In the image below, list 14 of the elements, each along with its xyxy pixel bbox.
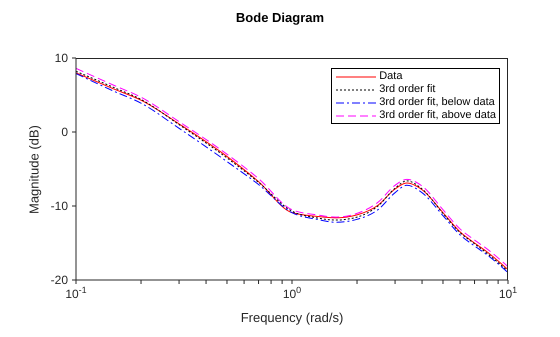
legend-label: 3rd order fit, above data xyxy=(379,109,496,122)
legend-label: 3rd order fit, below data xyxy=(379,96,495,109)
chart-title: Bode Diagram xyxy=(234,10,326,25)
x-axis-title: Frequency (rad/s) xyxy=(240,310,344,325)
y-tick-label: -20 xyxy=(50,273,68,287)
y-axis-title: Magnitude (dB) xyxy=(26,125,42,214)
x-tick-label: 10$^{-1}$ xyxy=(65,285,87,301)
legend-label: 3rd order fit xyxy=(379,83,436,96)
legend-label: Data xyxy=(379,70,402,83)
y-tick-label: -10 xyxy=(50,199,68,213)
y-tick-label: 10 xyxy=(54,51,68,65)
x-tick-label: 10$^{1}$ xyxy=(498,285,518,301)
x-tick-label: 10$^{0}$ xyxy=(282,285,302,301)
y-tick-label: 0 xyxy=(61,125,68,139)
